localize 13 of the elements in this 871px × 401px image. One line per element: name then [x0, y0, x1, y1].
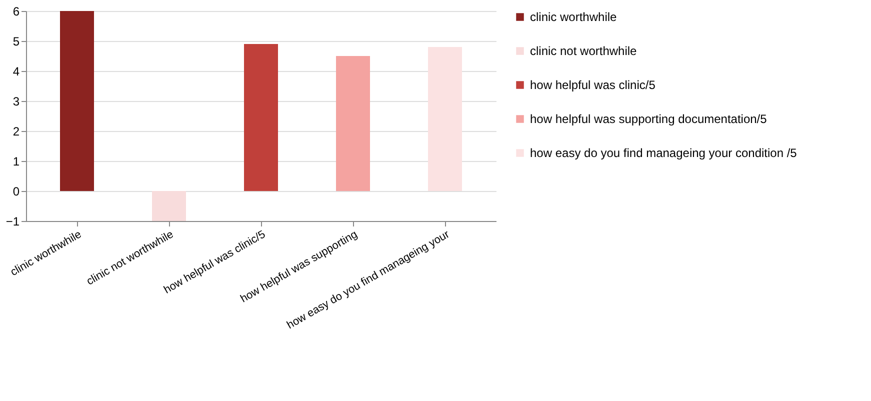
y-tick-label: 0 [12, 184, 20, 198]
y-tick-label: 6 [12, 4, 20, 18]
y-tick-label: 3 [12, 94, 20, 108]
legend-label: how helpful was supporting documentation/5 [530, 112, 768, 126]
y-tick-label: 4 [12, 64, 20, 78]
legend-label: how helpful was clinic/5 [530, 78, 656, 92]
legend-label: clinic worthwhile [530, 10, 618, 24]
y-tick-label: 5 [12, 34, 20, 48]
y-tick-label: −1 [6, 214, 20, 228]
y-tick-label: 1 [12, 154, 20, 168]
y-tick-label: 2 [12, 124, 20, 138]
legend-label: how easy do you find manageing your condition /5 [530, 146, 798, 160]
legend-label: clinic not worthwhile [530, 44, 638, 58]
